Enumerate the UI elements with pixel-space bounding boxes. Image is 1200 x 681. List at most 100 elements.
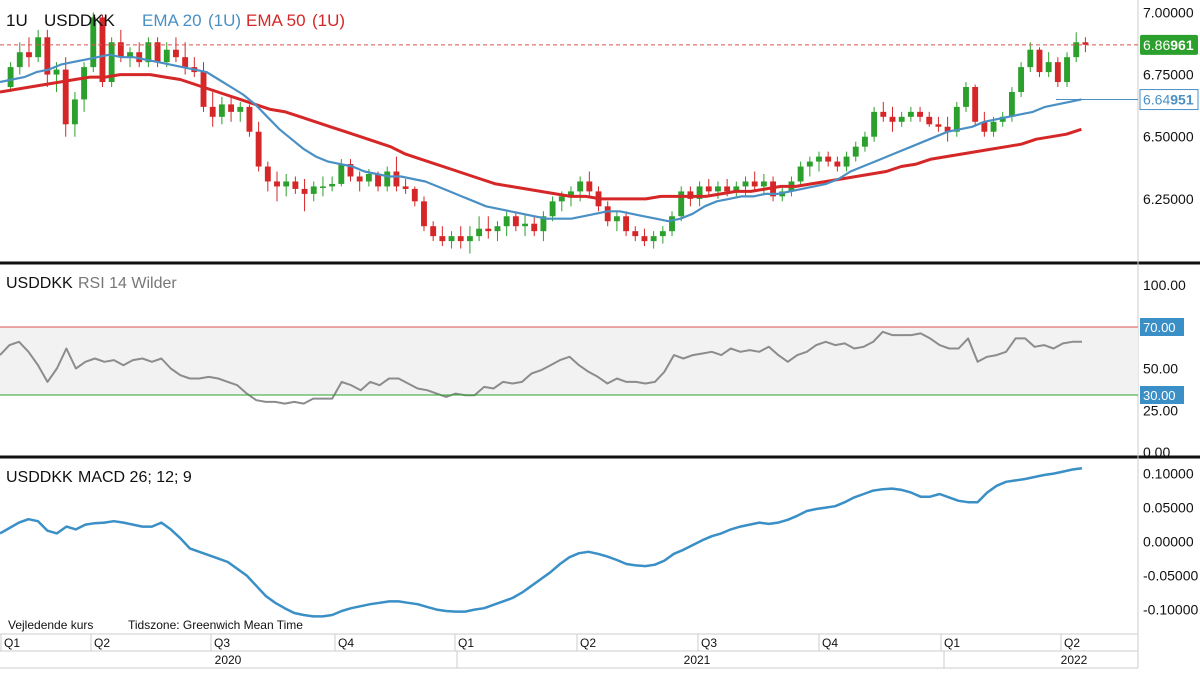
price-candle	[329, 176, 336, 192]
quarter-tick-label: Q2	[580, 636, 596, 650]
candle-body	[834, 161, 841, 167]
quarter-tick-label: Q4	[338, 636, 354, 650]
candle-body	[81, 67, 88, 100]
candle-body	[907, 111, 914, 117]
price-candle	[421, 196, 427, 232]
macd-indicator-label[interactable]: MACD 26; 12; 9	[78, 469, 192, 486]
price-candle	[44, 29, 51, 87]
price-candle	[283, 174, 290, 197]
ema50-legend-label[interactable]: EMA 50	[246, 11, 306, 30]
candle-body	[71, 99, 78, 125]
price-candle	[1064, 52, 1070, 87]
price-candle	[99, 14, 106, 87]
ema20-legend-label[interactable]: EMA 20	[142, 11, 202, 30]
candle-body	[540, 216, 547, 232]
price-candle	[485, 216, 492, 239]
price-lines	[0, 53, 1082, 223]
price-y-tick-label: 6.25000	[1143, 191, 1194, 207]
quarter-tick-label: Q4	[822, 636, 838, 650]
rsi-oversold-badge-text: 30.00	[1143, 388, 1176, 403]
price-candle	[274, 171, 280, 202]
price-candle	[476, 216, 483, 242]
price-candle	[237, 101, 244, 122]
candle-body	[705, 186, 712, 192]
price-candle	[898, 111, 905, 127]
price-candle	[935, 116, 942, 132]
candle-body	[522, 223, 528, 227]
price-candle	[90, 12, 97, 73]
macd-y-tick-label: -0.05000	[1143, 568, 1198, 584]
price-candle	[705, 178, 712, 197]
price-y-tick-label: 7.00000	[1143, 4, 1194, 20]
candle-body	[549, 201, 556, 217]
candle-body	[751, 181, 758, 187]
candle-body	[917, 111, 923, 117]
price-candle	[889, 106, 896, 132]
price-candle	[173, 37, 179, 63]
macd-y-tick-label: -0.10000	[1143, 602, 1198, 618]
price-candle	[1073, 32, 1080, 63]
ema20-value-badge	[1139, 89, 1199, 111]
quarter-tick-label: Q2	[94, 636, 110, 650]
price-candle	[972, 84, 979, 127]
candle-body	[356, 176, 363, 182]
candle-body	[568, 191, 574, 197]
ema50-legend-interval: (1U)	[312, 11, 345, 30]
ema20-line	[0, 53, 1082, 223]
price-candle	[494, 221, 501, 242]
ema20-legend-interval: (1U)	[208, 11, 241, 30]
candle-body	[889, 116, 896, 122]
candle-body	[154, 42, 161, 63]
price-candle	[71, 91, 78, 137]
candle-body	[255, 131, 262, 167]
candle-body	[494, 226, 501, 232]
price-candle	[439, 226, 446, 247]
rsi-overbought-badge	[1140, 318, 1184, 336]
candle-body	[264, 166, 271, 182]
candle-body	[632, 231, 639, 237]
candle-body	[136, 52, 143, 63]
quarter-ticks: Q1 Q2 Q3 Q4 Q1 Q2 Q3 Q4 Q1 Q2	[0, 634, 1080, 651]
price-candle	[512, 211, 519, 232]
quarter-tick-label: Q1	[944, 636, 960, 650]
candle-body	[402, 186, 409, 189]
ema50-line	[0, 73, 1082, 201]
candle-body	[990, 121, 997, 132]
price-candle	[448, 231, 455, 249]
rsi-oversold-badge	[1140, 386, 1184, 404]
candle-body	[292, 181, 299, 189]
last-price-badge	[1140, 34, 1198, 55]
candle-body	[1036, 49, 1043, 73]
candle-body	[733, 186, 740, 192]
candle-body	[724, 186, 731, 192]
price-candle	[531, 216, 538, 237]
candle-body	[485, 228, 492, 232]
price-candle	[310, 181, 317, 202]
candle-body	[421, 201, 427, 227]
price-candle	[944, 116, 951, 142]
candle-body	[558, 196, 565, 202]
candle-body	[457, 236, 464, 242]
rsi-overbought-badge-text: 70.00	[1143, 320, 1176, 335]
price-candle	[347, 159, 354, 182]
price-candle	[1027, 42, 1034, 73]
interval-label[interactable]: 1U	[6, 11, 28, 30]
candle-body	[816, 156, 822, 162]
price-candle	[255, 121, 262, 172]
quarter-tick-label: Q3	[701, 636, 717, 650]
candle-body	[329, 183, 336, 187]
candle-body	[1045, 62, 1052, 73]
price-candle	[999, 111, 1006, 127]
price-candle	[907, 106, 914, 122]
rsi-y-tick-label: 100.00	[1143, 277, 1186, 293]
candle-body	[999, 116, 1006, 122]
rsi-indicator-label[interactable]: RSI 14 Wilder	[78, 275, 177, 292]
macd-lines	[0, 466, 1083, 618]
price-candle	[926, 111, 933, 127]
quarter-tick-label: Q1	[458, 636, 474, 650]
price-candle	[264, 161, 271, 192]
price-candle	[411, 186, 418, 207]
price-candle	[301, 178, 308, 212]
